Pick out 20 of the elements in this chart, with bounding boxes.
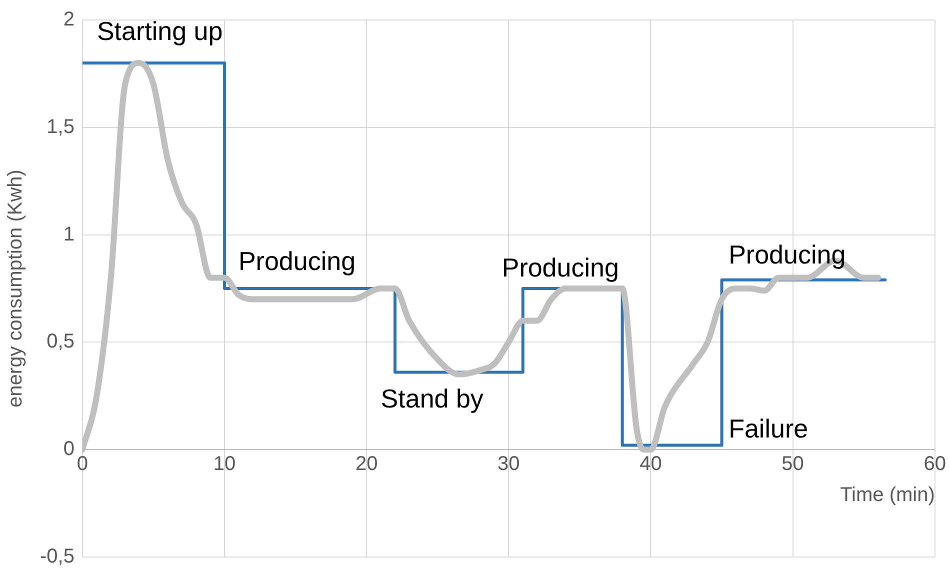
y-tick-label: 0,5 [46,330,74,353]
annotation: Producing [238,246,356,276]
annotation: Producing [728,239,846,270]
y-tick-label: 1 [63,223,74,246]
x-tick-label: 60 [924,453,946,476]
y-tick-label: 2 [63,8,74,31]
x-axis-title: Time (min) [840,484,935,506]
x-tick-label: 50 [782,453,804,476]
annotation: Failure [728,413,808,444]
annotation: Starting up [96,16,223,46]
x-tick-label: 40 [640,453,662,476]
y-tick-label: -0,5 [40,546,74,568]
x-tick-label: 10 [213,453,236,476]
x-tick-label: 20 [355,453,378,476]
x-tick-label: 30 [498,453,520,476]
annotation: Producing [502,252,619,282]
y-tick-label: 0 [63,438,74,460]
y-tick-label: 1,5 [46,116,74,138]
y-axis-title: energy consumption (Kwh) [4,170,27,408]
annotation: Stand by [380,383,484,414]
